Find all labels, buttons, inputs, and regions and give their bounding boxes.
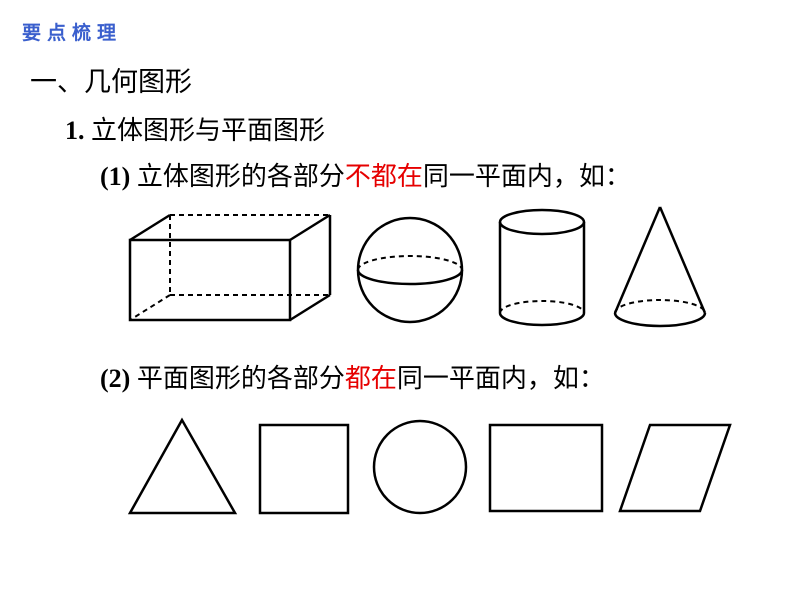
section-number: 一、 <box>30 67 84 97</box>
point-1-number: (1) <box>100 162 130 191</box>
rectangle-icon <box>490 425 602 511</box>
square-icon <box>260 425 348 513</box>
circle-icon <box>374 421 466 513</box>
point-2-number: (2) <box>100 364 130 393</box>
shapes-2d-svg <box>120 405 740 525</box>
triangle-icon <box>130 420 235 513</box>
cylinder-icon <box>500 210 584 325</box>
point-1-before: 立体图形的各部分 <box>130 162 345 191</box>
subsection-number: 1. <box>65 116 85 145</box>
sphere-icon <box>358 218 462 322</box>
point-2-after: 同一平面内，如： <box>397 364 605 393</box>
shapes-2d-container <box>120 405 680 525</box>
shapes-3d-svg <box>120 200 720 335</box>
page-header: 要点梳理 <box>22 18 122 45</box>
section-heading: 一、几何图形 <box>30 60 192 99</box>
point-1-text: (1) 立体图形的各部分不都在同一平面内，如： <box>100 156 631 193</box>
shapes-3d-container <box>120 200 700 330</box>
point-2-before: 平面图形的各部分 <box>130 364 345 393</box>
subsection-title: 立体图形与平面图形 <box>91 116 325 145</box>
cone-icon <box>615 207 705 326</box>
point-1-highlight: 不都在 <box>345 162 423 191</box>
parallelogram-icon <box>620 425 730 511</box>
cuboid-icon <box>130 215 330 320</box>
point-2-text: (2) 平面图形的各部分都在同一平面内，如： <box>100 358 605 395</box>
subsection-heading: 1. 立体图形与平面图形 <box>65 110 325 147</box>
point-1-after: 同一平面内，如： <box>423 162 631 191</box>
section-title: 几何图形 <box>84 67 192 97</box>
point-2-highlight: 都在 <box>345 364 397 393</box>
